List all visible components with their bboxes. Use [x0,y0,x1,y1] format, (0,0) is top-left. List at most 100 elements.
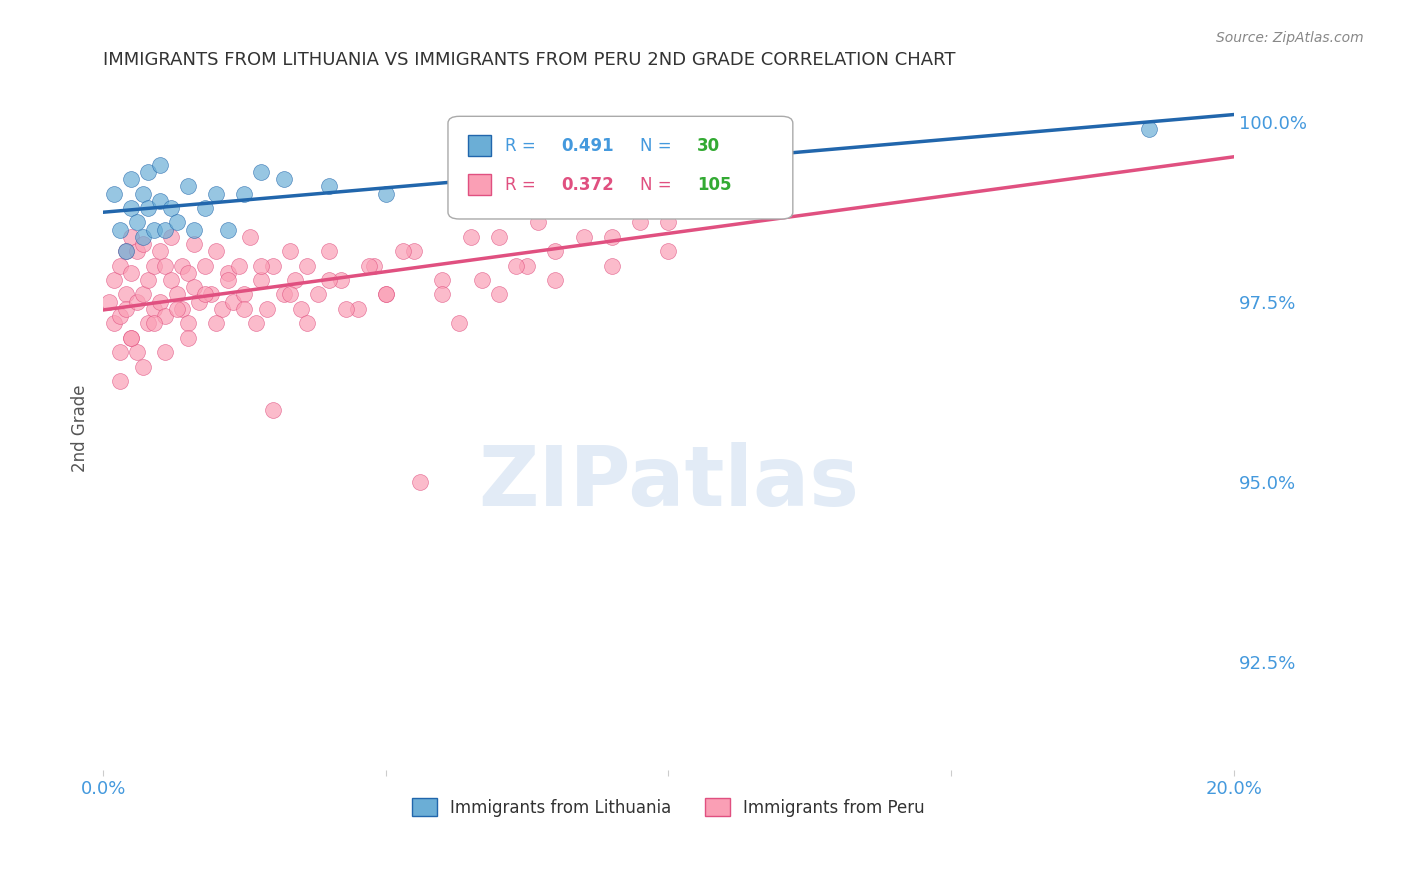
Point [1137,121,1160,136]
Point [166,287,188,301]
Point [318,244,340,259]
Point [714,201,737,215]
Point [149,194,172,208]
Point [628,186,651,201]
Point [125,215,148,229]
Point [256,301,278,316]
Point [233,186,256,201]
Point [125,345,148,359]
Point [409,475,432,489]
Point [233,287,256,301]
Point [143,222,166,236]
Point [183,237,205,252]
FancyBboxPatch shape [468,175,491,195]
Point [686,172,709,186]
Point [363,259,385,273]
FancyBboxPatch shape [468,136,491,156]
Point [155,259,177,273]
Point [374,287,396,301]
Point [222,294,245,309]
Legend: Immigrants from Lithuania, Immigrants from Peru: Immigrants from Lithuania, Immigrants fr… [405,792,932,823]
Point [205,186,228,201]
Point [131,287,153,301]
Point [217,273,239,287]
Point [295,316,318,330]
Point [143,316,166,330]
Point [138,273,160,287]
Y-axis label: 2nd Grade: 2nd Grade [72,384,89,472]
Point [600,229,623,244]
Point [488,287,510,301]
Point [770,128,793,143]
Point [527,215,550,229]
Point [183,280,205,294]
Text: 0.372: 0.372 [561,176,614,194]
Point [120,172,142,186]
Point [239,229,262,244]
Point [177,266,200,280]
Point [155,309,177,323]
Point [572,201,595,215]
Text: 105: 105 [697,176,731,194]
Point [432,273,454,287]
Point [290,301,312,316]
Point [488,229,510,244]
Point [188,294,211,309]
Point [273,287,295,301]
Point [172,259,194,273]
Text: ZIPatlas: ZIPatlas [478,442,859,523]
Point [177,331,200,345]
Point [108,222,131,236]
Point [742,158,765,172]
Point [155,345,177,359]
Point [177,316,200,330]
Text: 30: 30 [697,136,720,154]
Point [460,172,482,186]
Point [97,294,120,309]
Point [329,273,352,287]
Point [217,222,239,236]
Point [138,201,160,215]
Point [402,244,425,259]
Point [200,287,222,301]
Point [335,301,357,316]
Text: R =: R = [505,176,540,194]
Point [460,229,482,244]
Point [250,259,273,273]
Point [103,316,125,330]
Point [284,273,307,287]
Point [160,201,183,215]
Point [391,244,413,259]
Point [166,215,188,229]
Point [108,374,131,388]
Text: IMMIGRANTS FROM LITHUANIA VS IMMIGRANTS FROM PERU 2ND GRADE CORRELATION CHART: IMMIGRANTS FROM LITHUANIA VS IMMIGRANTS … [103,51,956,69]
Point [143,301,166,316]
Point [245,316,267,330]
Point [544,273,567,287]
Point [125,294,148,309]
Point [160,229,183,244]
Point [572,229,595,244]
Point [120,331,142,345]
Point [516,259,538,273]
Point [149,294,172,309]
Point [471,273,494,287]
Point [657,215,679,229]
Point [125,244,148,259]
Point [131,359,153,374]
Point [544,244,567,259]
Point [262,402,284,417]
Point [205,316,228,330]
Point [103,273,125,287]
Point [177,179,200,194]
Point [217,266,239,280]
Point [108,309,131,323]
Point [114,244,136,259]
Text: 0.491: 0.491 [561,136,613,154]
Point [114,301,136,316]
Text: N =: N = [640,176,678,194]
Text: N =: N = [640,136,678,154]
Point [131,229,153,244]
Point [183,222,205,236]
Point [657,244,679,259]
